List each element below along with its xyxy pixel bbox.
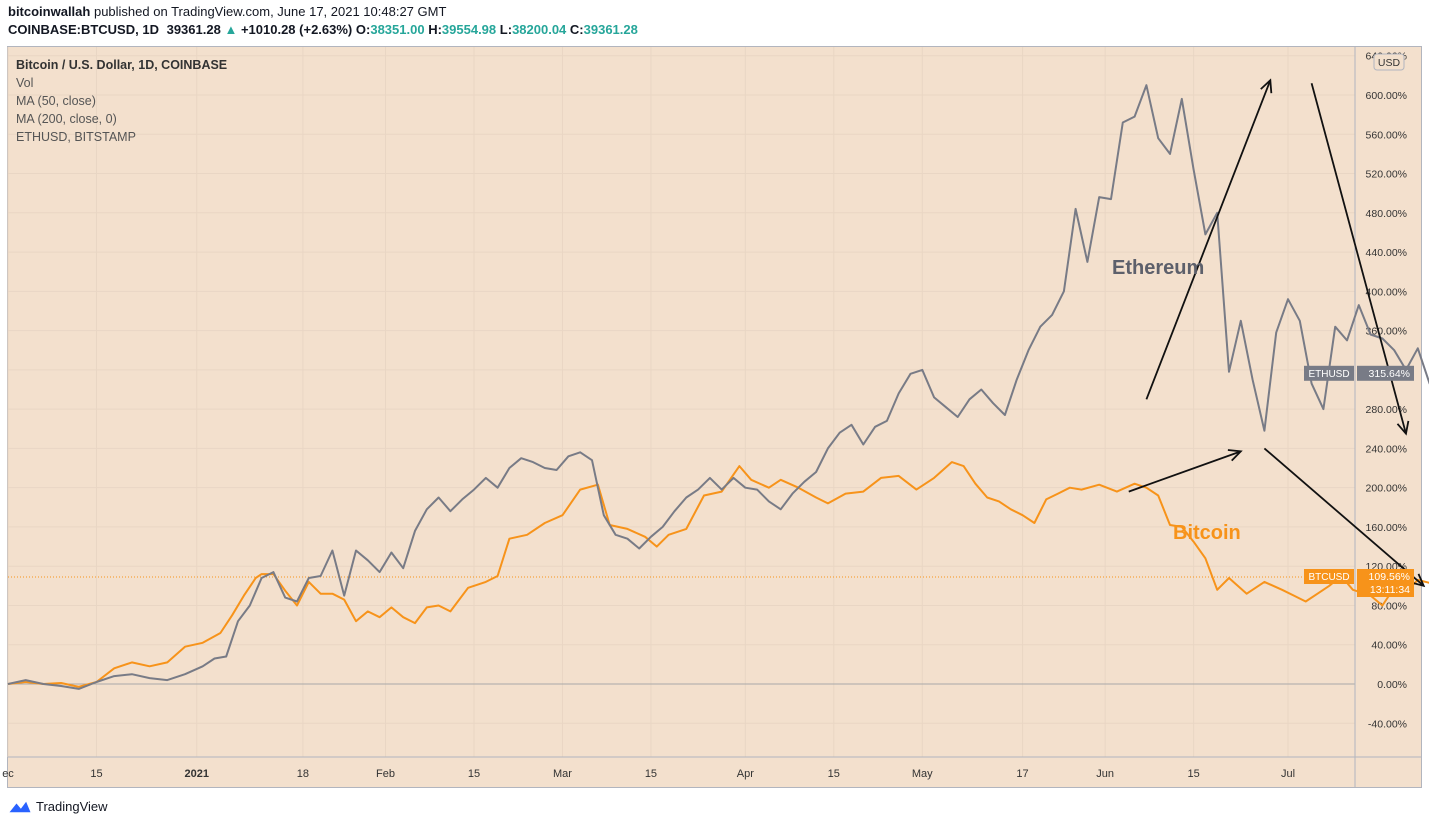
symbol-label: COINBASE:BTCUSD, 1D [8,22,159,37]
close-label: C: [569,22,584,37]
x-tick-label: 15 [90,768,102,780]
y-tick-label: 40.00% [1371,640,1407,652]
series-line-ethusd[interactable] [7,84,1429,690]
x-tick-label: 15 [828,768,840,780]
x-tick-label: May [912,768,933,780]
eth-value-badge [1357,365,1414,381]
y-tick-label: 480.00% [1366,208,1407,220]
y-tick-label: 280.00% [1366,404,1407,416]
btc-symbol-badge [1304,568,1354,584]
legend-item-vol[interactable]: Vol [16,76,34,90]
legend-item-ma200[interactable]: MA (200, close, 0) [16,112,117,126]
x-tick-label: Mar [553,768,572,780]
x-tick-label: 15 [645,768,657,780]
last-price: 39361.28 [166,22,221,37]
annotation-arrow [1128,450,1242,493]
annotation-arrow [1145,79,1272,400]
annotation-arrow [1263,447,1425,587]
x-tick-label: ec [2,768,14,780]
x-tick-label: 15 [1187,768,1199,780]
x-tick-label: Jun [1096,768,1114,780]
series-line-btcusd[interactable] [7,461,1429,688]
brand-label: TradingView [36,799,108,814]
x-tick-label: Jul [1281,768,1295,780]
y-tick-label: 600.00% [1366,90,1407,102]
btc-value-badge [1357,568,1414,597]
legend-item-ma50[interactable]: MA (50, close) [16,94,96,108]
ohlc-row: COINBASE:BTCUSD, 1D 39361.28 ▲ +1010.28 … [8,22,638,37]
y-tick-label: 160.00% [1366,522,1407,534]
currency-box[interactable] [1373,53,1405,71]
annotation-arrowhead [1410,573,1426,588]
publish-text: published on TradingView.com, June 17, 2… [93,4,447,19]
x-tick-label: 15 [468,768,480,780]
y-tick-label: 400.00% [1366,286,1407,298]
eth-symbol-badge [1304,365,1354,381]
publisher-name: bitcoinwallah [8,4,91,19]
eth-symbol-label: ETHUSD [1308,369,1349,380]
publish-info: bitcoinwallah published on TradingView.c… [8,4,446,19]
tradingview-brand[interactable]: TradingView [8,799,108,814]
ethereum-annotation: Ethereum [1112,257,1204,279]
y-tick-label: 0.00% [1377,679,1407,691]
high-label: H: [428,22,442,37]
chart-legend: Bitcoin / U.S. Dollar, 1D, COINBASE Vol … [16,56,227,146]
currency-label: USD [1378,57,1401,69]
annotation-arrowhead [1227,449,1243,462]
high-value: 39554.98 [441,22,497,37]
bitcoin-annotation: Bitcoin [1173,522,1241,544]
btc-value-label: 109.56% [1369,571,1410,583]
y-tick-label: -40.00% [1368,718,1407,730]
open-label: O: [355,22,371,37]
y-tick-label: 240.00% [1366,443,1407,455]
x-tick-label: 2021 [185,768,209,780]
legend-title: Bitcoin / U.S. Dollar, 1D, COINBASE [16,58,228,72]
change-up-icon: ▲ [224,22,238,37]
annotation-arrowhead [1260,78,1273,94]
open-value: 38351.00 [370,22,425,37]
chart-panel[interactable] [7,46,1422,788]
x-tick-label: 18 [297,768,309,780]
change-value: +1010.28 (+2.63%) [240,22,353,37]
y-tick-label: 440.00% [1366,247,1407,259]
x-tick-label: 17 [1016,768,1028,780]
y-tick-label: 200.00% [1366,483,1407,495]
eth-value-label: 315.64% [1369,368,1410,380]
y-tick-label: 560.00% [1366,129,1407,141]
tradingview-logo-icon [9,801,31,812]
y-tick-label: 520.00% [1366,169,1407,181]
close-value: 39361.28 [583,22,638,37]
legend-item-ethusd[interactable]: ETHUSD, BITSTAMP [16,130,136,144]
y-tick-label: 360.00% [1366,326,1407,338]
low-value: 38200.04 [512,22,567,37]
annotation-arrowhead [1396,420,1410,436]
low-label: L: [499,22,513,37]
y-tick-label: 80.00% [1371,600,1407,612]
btc-symbol-label: BTCUSD [1308,572,1349,583]
btc-countdown-label: 13:11:34 [1370,584,1410,596]
x-tick-label: Feb [376,768,395,780]
x-tick-label: Apr [737,768,754,780]
